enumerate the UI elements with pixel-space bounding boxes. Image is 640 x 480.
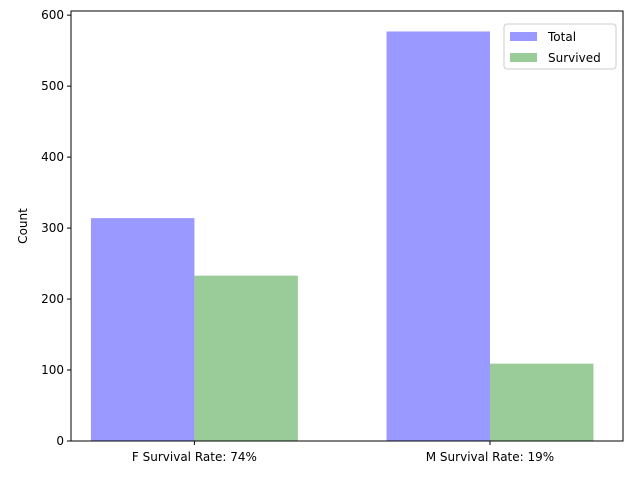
- y-tick-label: 300: [41, 221, 64, 235]
- bar-survived-1: [489, 363, 594, 441]
- y-tick-label: 100: [41, 363, 64, 377]
- x-tick-label: F Survival Rate: 74%: [132, 450, 257, 464]
- y-tick-label: 200: [41, 292, 64, 306]
- y-axis: 0 100 200 300 400 500 600: [41, 8, 71, 448]
- y-tick-label: 600: [41, 8, 64, 22]
- legend-swatch-total: [510, 32, 537, 41]
- x-tick-label: M Survival Rate: 19%: [426, 450, 554, 464]
- legend-label-survived: Survived: [548, 51, 601, 65]
- legend-swatch-survived: [510, 53, 537, 62]
- bar-survived-0: [194, 275, 298, 441]
- y-tick-label: 0: [56, 434, 64, 448]
- bar-total-1: [386, 31, 490, 441]
- bar-total-0: [90, 218, 195, 441]
- x-axis: F Survival Rate: 74% M Survival Rate: 19%: [132, 441, 554, 464]
- bars-group: [90, 31, 594, 441]
- y-tick-label: 500: [41, 79, 64, 93]
- y-axis-label: Count: [16, 208, 30, 244]
- plot-frame: [70, 10, 624, 442]
- legend-label-total: Total: [547, 30, 576, 44]
- legend: Total Survived: [503, 23, 617, 70]
- y-tick-label: 400: [41, 150, 64, 164]
